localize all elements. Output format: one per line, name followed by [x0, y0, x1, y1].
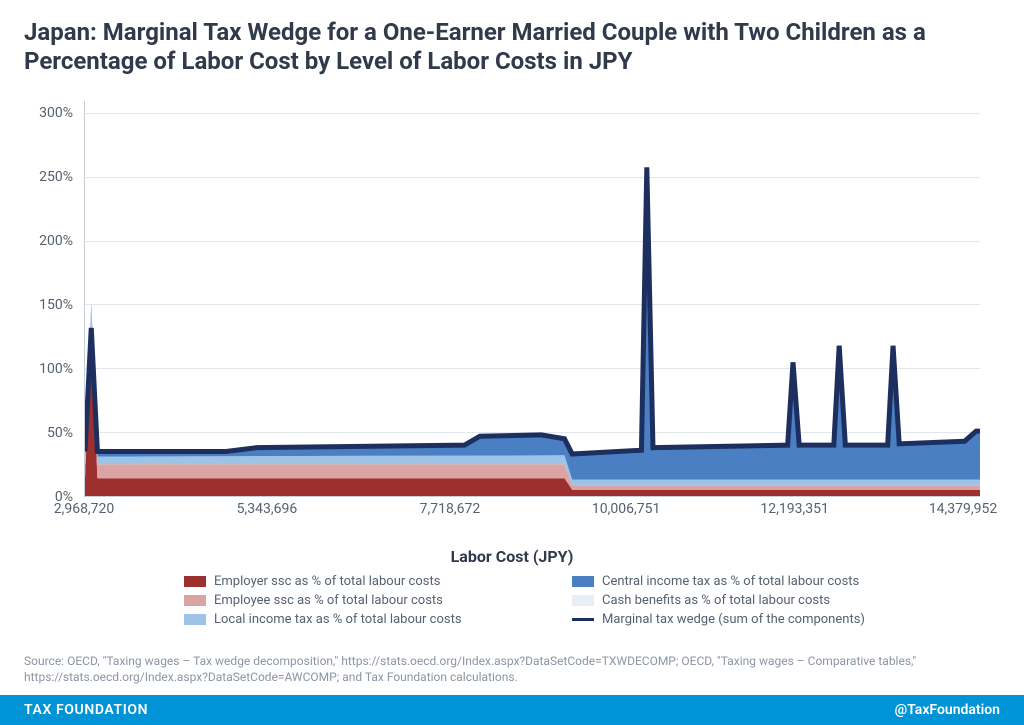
legend-label: Central income tax as % of total labour … [602, 574, 859, 589]
x-tick-label: 12,193,351 [760, 501, 828, 517]
legend-item-local_tax: Local income tax as % of total labour co… [184, 612, 532, 627]
chart-title: Japan: Marginal Tax Wedge for a One-Earn… [24, 18, 1000, 77]
legend-item-cash_benefits: Cash benefits as % of total labour costs [572, 593, 920, 608]
x-tick-label: 2,968,720 [54, 501, 115, 517]
legend-swatch [184, 614, 206, 625]
x-tick-label: 14,379,952 [929, 501, 997, 517]
y-tick-label: 300% [39, 105, 73, 121]
y-tick-label: 50% [47, 425, 73, 441]
legend-label: Marginal tax wedge (sum of the component… [602, 612, 865, 627]
x-tick-label: 7,718,672 [420, 501, 481, 517]
legend-item-marginal_line: Marginal tax wedge (sum of the component… [572, 612, 920, 627]
footer-bar: TAX FOUNDATION @TaxFoundation [0, 695, 1024, 725]
source-text: Source: OECD, "Taxing wages – Tax wedge … [0, 639, 1024, 695]
legend-swatch [572, 576, 594, 587]
x-tick-label: 5,343,696 [237, 501, 298, 517]
chart-area: 0%50%100%150%200%250%300% 2,968,7205,343… [84, 93, 1000, 533]
y-tick-label: 200% [39, 233, 73, 249]
legend-label: Employer ssc as % of total labour costs [214, 574, 440, 589]
legend-swatch [184, 595, 206, 606]
legend-label: Local income tax as % of total labour co… [214, 612, 462, 627]
legend-item-employee_ssc: Employee ssc as % of total labour costs [184, 593, 532, 608]
legend: Employer ssc as % of total labour costs C… [24, 566, 1000, 627]
legend-label: Cash benefits as % of total labour costs [602, 593, 830, 608]
legend-item-central_tax: Central income tax as % of total labour … [572, 574, 920, 589]
legend-swatch [572, 595, 594, 606]
x-axis-title: Labor Cost (JPY) [24, 547, 1000, 566]
legend-swatch [184, 576, 206, 587]
y-tick-label: 100% [39, 361, 73, 377]
x-tick-label: 10,006,751 [592, 501, 660, 517]
y-tick-label: 250% [39, 169, 73, 185]
legend-swatch [572, 618, 594, 621]
y-tick-label: 150% [39, 297, 73, 313]
line-marginal [85, 167, 980, 454]
footer-handle: @TaxFoundation [895, 702, 1000, 718]
footer-brand: TAX FOUNDATION [24, 702, 148, 718]
legend-label: Employee ssc as % of total labour costs [214, 593, 443, 608]
legend-item-employer_ssc: Employer ssc as % of total labour costs [184, 574, 532, 589]
